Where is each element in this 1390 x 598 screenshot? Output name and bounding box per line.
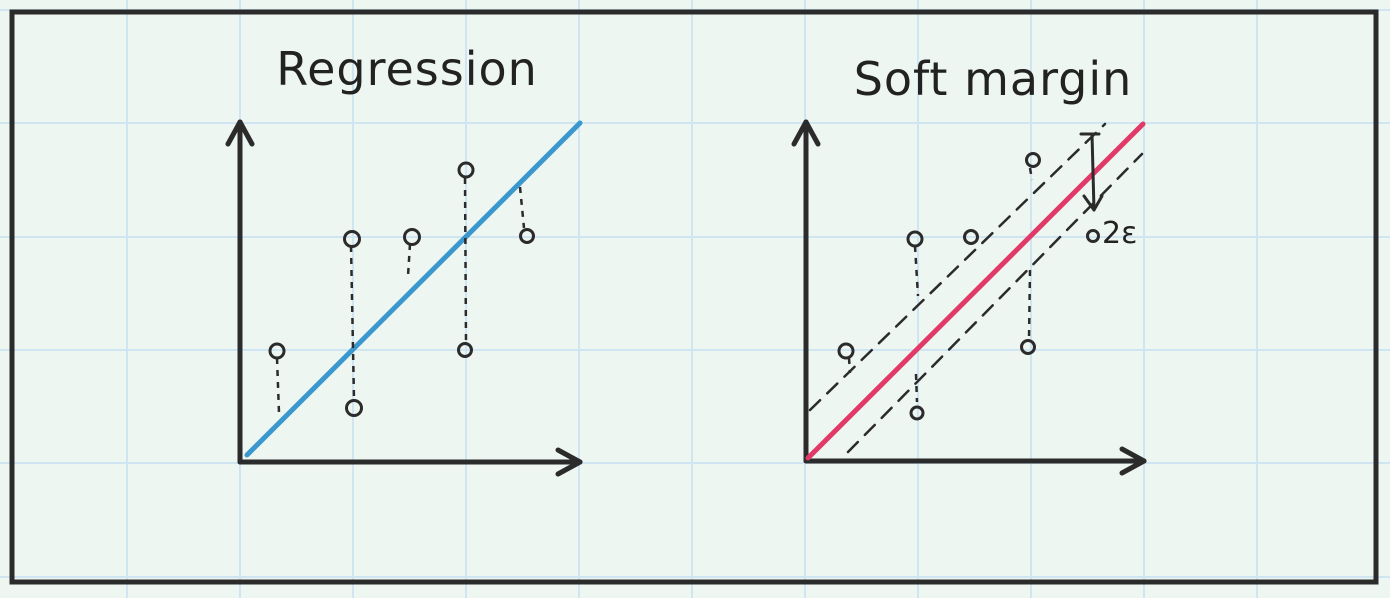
data-point	[403, 228, 421, 246]
data-point	[457, 161, 475, 179]
regression-residuals	[275, 177, 526, 414]
data-point	[268, 342, 286, 360]
margin-width-arrow	[1079, 132, 1104, 212]
data-point	[345, 399, 363, 417]
data-point	[837, 342, 855, 360]
data-point	[343, 230, 361, 248]
data-point	[1086, 229, 1100, 243]
regression-title: Regression	[276, 42, 538, 96]
soft-margin-y-arrowhead	[791, 119, 821, 147]
regression-fit-line	[244, 120, 583, 458]
data-point	[457, 342, 473, 358]
soft-margin-fit-line	[805, 121, 1146, 461]
data-point	[963, 229, 979, 245]
soft-margin-title: Soft margin	[854, 52, 1133, 106]
margin-width-label: 2ε	[1102, 216, 1137, 251]
data-point	[1020, 339, 1036, 355]
data-point	[909, 405, 925, 421]
soft-margin-x-arrowhead	[1119, 446, 1147, 476]
soft-margin-panel: Soft margin	[791, 52, 1147, 476]
outer-frame	[9, 9, 1379, 585]
upper-margin-line	[808, 122, 1107, 412]
data-point	[1025, 152, 1041, 168]
regression-panel: Regression	[225, 42, 583, 477]
soft-margin-slacks	[847, 167, 1034, 403]
data-point	[519, 228, 535, 244]
soft-margin-points	[837, 152, 1100, 421]
regression-axes	[225, 119, 583, 477]
regression-x-arrowhead	[555, 447, 583, 477]
regression-y-arrowhead	[225, 119, 255, 147]
regression-points	[268, 161, 535, 417]
lower-margin-line	[846, 152, 1144, 454]
soft-margin-axes	[791, 119, 1147, 476]
data-point	[906, 230, 924, 248]
